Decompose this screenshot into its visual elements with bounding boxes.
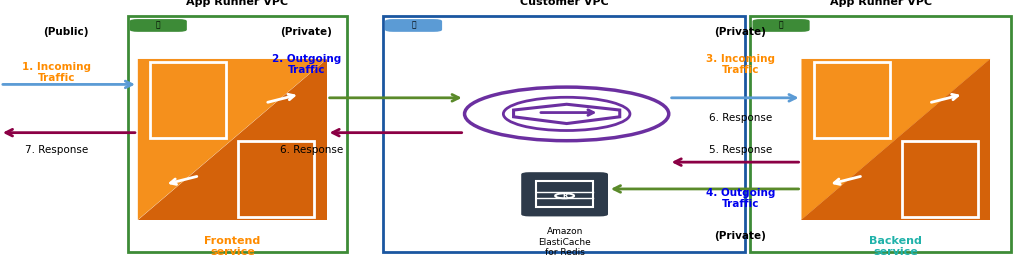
Text: 🔒: 🔒 <box>156 20 160 29</box>
Text: 1. Incoming
Traffic: 1. Incoming Traffic <box>21 62 91 83</box>
FancyBboxPatch shape <box>522 172 609 217</box>
Text: 5. Response: 5. Response <box>709 145 772 155</box>
FancyBboxPatch shape <box>752 19 810 32</box>
Polygon shape <box>138 59 327 220</box>
Text: (Private): (Private) <box>281 27 332 37</box>
FancyBboxPatch shape <box>130 19 187 32</box>
Text: 7. Response: 7. Response <box>25 145 88 155</box>
Bar <box>383 16 745 252</box>
Polygon shape <box>801 59 990 220</box>
Text: (Private): (Private) <box>715 231 766 241</box>
Bar <box>128 16 347 252</box>
Text: R: R <box>562 193 568 199</box>
Text: Frontend
service: Frontend service <box>204 236 260 258</box>
Polygon shape <box>138 59 327 220</box>
Text: 2. Outgoing
Traffic: 2. Outgoing Traffic <box>272 54 341 75</box>
Polygon shape <box>801 59 990 220</box>
Text: (Public): (Public) <box>44 27 89 37</box>
Text: 🔒: 🔒 <box>411 20 416 29</box>
Text: 6. Response: 6. Response <box>709 113 772 123</box>
Text: 4. Outgoing
Traffic: 4. Outgoing Traffic <box>706 188 775 209</box>
Text: Amazon
ElastiCache
for Redis: Amazon ElastiCache for Redis <box>538 227 591 257</box>
Text: Backend
service: Backend service <box>870 236 922 258</box>
Text: Customer VPC: Customer VPC <box>520 0 609 7</box>
Text: App Runner VPC: App Runner VPC <box>186 0 289 7</box>
Text: 🔒: 🔒 <box>779 20 783 29</box>
Text: 3. Incoming
Traffic: 3. Incoming Traffic <box>706 54 775 75</box>
Text: App Runner VPC: App Runner VPC <box>829 0 932 7</box>
Bar <box>750 16 1011 252</box>
FancyBboxPatch shape <box>385 19 442 32</box>
Text: (Private): (Private) <box>715 27 766 37</box>
Text: 6. Response: 6. Response <box>280 145 343 155</box>
